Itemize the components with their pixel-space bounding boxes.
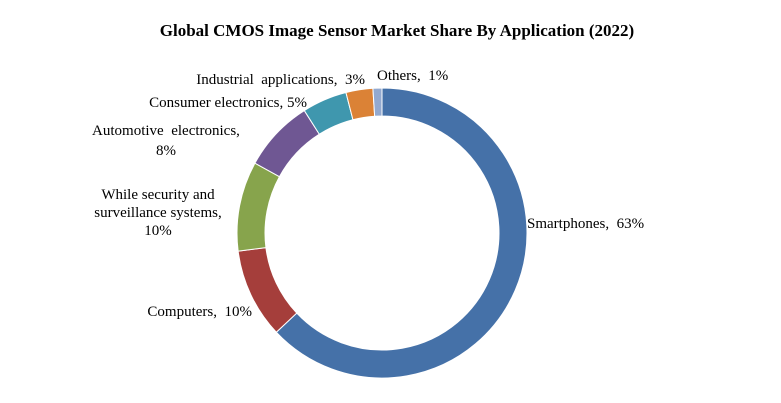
label-line: Industrial applications, 3% — [196, 72, 365, 88]
label-line: Consumer electronics, 5% — [149, 95, 307, 111]
label-line: 8% — [156, 143, 176, 159]
slice-automotive-electronics — [254, 109, 320, 178]
label-industrial-applications: Industrial applications, 3% — [196, 72, 365, 88]
label-line: 10% — [144, 223, 172, 239]
labels-group: Smartphones, 63% Computers, 10% While secu… — [92, 68, 644, 320]
label-while-security-and-surveillance-systems: While security and surveillance systems, 1… — [94, 187, 221, 239]
label-smartphones: Smartphones, 63% — [527, 216, 644, 232]
label-line: While security and — [101, 187, 215, 203]
label-others: Others, 1% — [377, 68, 448, 84]
label-line: Computers, 10% — [147, 304, 252, 320]
slice-smartphones — [275, 87, 528, 379]
slice-others — [372, 87, 383, 117]
label-line: Smartphones, 63% — [527, 216, 644, 232]
label-computers: Computers, 10% — [147, 304, 252, 320]
label-line: surveillance systems, — [94, 205, 221, 221]
slice-while-security-and-surveillance-systems — [236, 162, 281, 252]
chart-title: Global CMOS Image Sensor Market Share By… — [160, 21, 634, 40]
label-line: Automotive electronics, — [92, 123, 240, 139]
slices-group — [236, 87, 528, 379]
label-automotive-electronics: Automotive electronics, 8% — [92, 123, 240, 159]
label-consumer-electronics: Consumer electronics, 5% — [149, 95, 307, 111]
label-line: Others, 1% — [377, 68, 448, 84]
